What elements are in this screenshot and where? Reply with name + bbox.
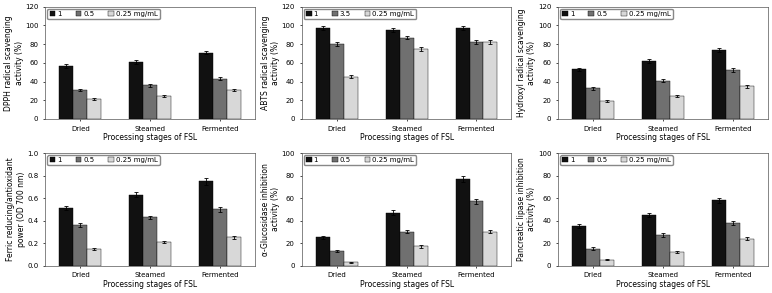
Y-axis label: Pancreatic lipase inhibition
activity (%): Pancreatic lipase inhibition activity (%… (517, 157, 537, 261)
X-axis label: Processing stages of FSL: Processing stages of FSL (360, 133, 454, 142)
Bar (469, 202, 483, 265)
Bar (600, 260, 614, 265)
Bar (712, 200, 726, 265)
Bar (572, 226, 586, 265)
Bar (227, 90, 241, 119)
Bar (586, 88, 600, 119)
Bar (726, 70, 740, 119)
Bar (330, 44, 344, 119)
Bar (157, 96, 171, 119)
Legend: 1, 0.5, 0.25 mg/mL: 1, 0.5, 0.25 mg/mL (304, 155, 416, 166)
Y-axis label: ABTS radical scavenging
activity (%): ABTS radical scavenging activity (%) (261, 16, 280, 110)
Bar (386, 30, 400, 119)
X-axis label: Processing stages of FSL: Processing stages of FSL (616, 133, 710, 142)
Bar (414, 49, 428, 119)
Bar (129, 195, 144, 265)
Bar (199, 52, 213, 119)
X-axis label: Processing stages of FSL: Processing stages of FSL (103, 280, 198, 289)
X-axis label: Processing stages of FSL: Processing stages of FSL (103, 133, 198, 142)
Bar (600, 101, 614, 119)
Bar (712, 50, 726, 119)
Bar (213, 209, 227, 265)
Bar (59, 66, 73, 119)
Legend: 1, 0.5, 0.25 mg/mL: 1, 0.5, 0.25 mg/mL (560, 155, 672, 166)
Bar (227, 237, 241, 265)
Bar (400, 38, 414, 119)
Bar (469, 42, 483, 119)
Legend: 1, 0.5, 0.25 mg/mL: 1, 0.5, 0.25 mg/mL (48, 155, 160, 166)
Bar (740, 86, 754, 119)
X-axis label: Processing stages of FSL: Processing stages of FSL (616, 280, 710, 289)
Bar (455, 28, 469, 119)
Bar (344, 262, 357, 265)
Bar (386, 213, 400, 265)
Bar (144, 217, 157, 265)
Bar (670, 252, 684, 265)
Bar (144, 85, 157, 119)
Bar (740, 239, 754, 265)
Legend: 1, 3.5, 0.25 mg/mL: 1, 3.5, 0.25 mg/mL (304, 9, 416, 19)
Y-axis label: Ferric reducing/antioxidant
power (OD 700 nm): Ferric reducing/antioxidant power (OD 70… (6, 157, 25, 261)
Bar (59, 208, 73, 265)
Bar (87, 249, 101, 265)
Bar (572, 69, 586, 119)
Bar (656, 235, 670, 265)
Bar (726, 223, 740, 265)
Bar (455, 179, 469, 265)
Y-axis label: Hydroxyl radical scavenging
activity (%): Hydroxyl radical scavenging activity (%) (517, 8, 537, 117)
X-axis label: Processing stages of FSL: Processing stages of FSL (360, 280, 454, 289)
Bar (483, 232, 497, 265)
Bar (73, 225, 87, 265)
Bar (656, 81, 670, 119)
Bar (483, 42, 497, 119)
Bar (642, 215, 656, 265)
Bar (414, 246, 428, 265)
Bar (344, 77, 357, 119)
Bar (316, 28, 330, 119)
Bar (642, 61, 656, 119)
Bar (129, 62, 144, 119)
Bar (87, 99, 101, 119)
Legend: 1, 0.5, 0.25 mg/mL: 1, 0.5, 0.25 mg/mL (560, 9, 672, 19)
Y-axis label: DPPH radical scavenging
activity (%): DPPH radical scavenging activity (%) (4, 15, 24, 111)
Y-axis label: α-Glucosidase inhibition
activity (%): α-Glucosidase inhibition activity (%) (261, 163, 280, 256)
Bar (199, 181, 213, 265)
Bar (400, 232, 414, 265)
Bar (213, 79, 227, 119)
Bar (330, 251, 344, 265)
Bar (73, 90, 87, 119)
Bar (586, 249, 600, 265)
Bar (316, 237, 330, 265)
Bar (670, 96, 684, 119)
Legend: 1, 0.5, 0.25 mg/mL: 1, 0.5, 0.25 mg/mL (48, 9, 160, 19)
Bar (157, 242, 171, 265)
